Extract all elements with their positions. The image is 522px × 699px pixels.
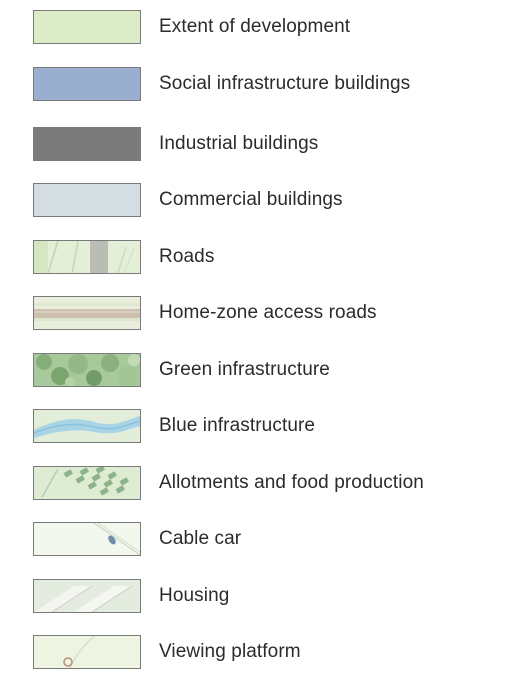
swatch-commercial-buildings xyxy=(33,183,141,217)
legend-label-roads: Roads xyxy=(159,246,215,267)
swatch-cable-car xyxy=(33,522,141,556)
legend-label-green-infrastructure: Green infrastructure xyxy=(159,359,330,380)
swatch-green-infrastructure xyxy=(33,353,141,387)
legend-item-roads: Roads xyxy=(0,236,522,274)
legend-label-industrial-buildings: Industrial buildings xyxy=(159,133,319,154)
swatch-roads xyxy=(33,240,141,274)
legend-item-allotments: Allotments and food production xyxy=(0,462,522,500)
swatch-housing xyxy=(33,579,141,613)
legend-item-housing: Housing xyxy=(0,575,522,613)
swatch-social-infrastructure xyxy=(33,67,141,101)
legend-item-viewing-platform: Viewing platform xyxy=(0,631,522,669)
legend-item-cable-car: Cable car xyxy=(0,518,522,556)
swatch-home-zone-access-roads xyxy=(33,296,141,330)
swatch-blue-infrastructure xyxy=(33,409,141,443)
legend-item-home-zone-access-roads: Home-zone access roads xyxy=(0,292,522,330)
legend-label-allotments: Allotments and food production xyxy=(159,472,424,493)
legend-label-commercial-buildings: Commercial buildings xyxy=(159,189,343,210)
legend-item-blue-infrastructure: Blue infrastructure xyxy=(0,405,522,443)
swatch-allotments xyxy=(33,466,141,500)
legend-label-blue-infrastructure: Blue infrastructure xyxy=(159,415,316,436)
swatch-viewing-platform xyxy=(33,635,141,669)
legend-item-industrial-buildings: Industrial buildings xyxy=(0,123,522,161)
legend-item-social-infrastructure: Social infrastructure buildings xyxy=(0,63,522,101)
legend-label-home-zone-access-roads: Home-zone access roads xyxy=(159,302,377,323)
legend-label-extent-of-development: Extent of development xyxy=(159,16,351,37)
legend-item-commercial-buildings: Commercial buildings xyxy=(0,179,522,217)
legend-item-green-infrastructure: Green infrastructure xyxy=(0,349,522,387)
legend-label-housing: Housing xyxy=(159,585,230,606)
legend-label-viewing-platform: Viewing platform xyxy=(159,641,301,662)
legend-label-social-infrastructure: Social infrastructure buildings xyxy=(159,73,411,94)
swatch-extent-of-development xyxy=(33,10,141,44)
swatch-industrial-buildings xyxy=(33,127,141,161)
legend-label-cable-car: Cable car xyxy=(159,528,242,549)
legend-item-extent-of-development: Extent of development xyxy=(0,6,522,44)
